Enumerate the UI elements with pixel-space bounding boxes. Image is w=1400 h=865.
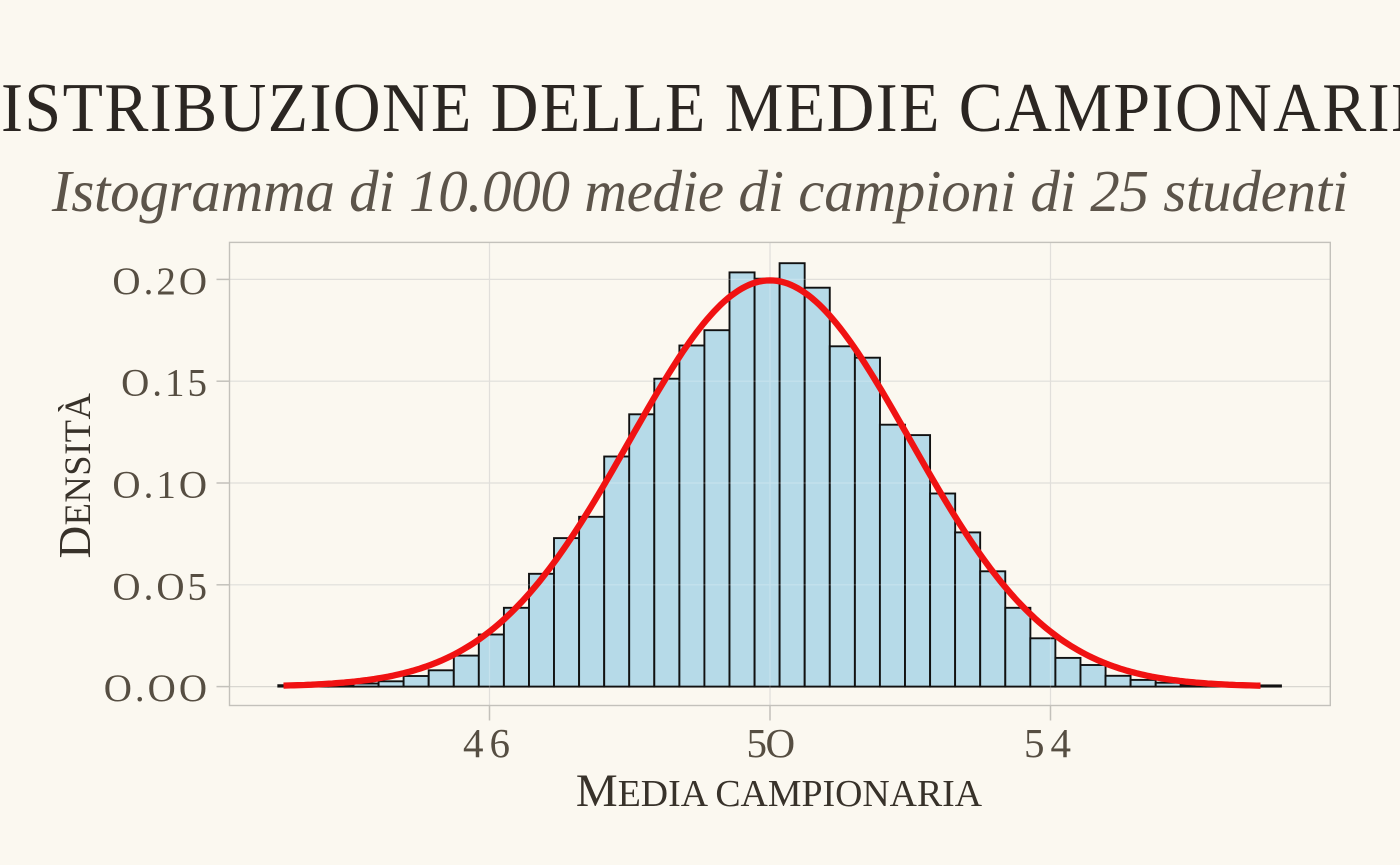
svg-text:O.1O: O.1O [112, 464, 210, 507]
svg-text:5O: 5O [746, 720, 793, 766]
svg-text:46: 46 [463, 720, 516, 766]
svg-text:O.15: O.15 [121, 362, 210, 405]
svg-text:DISTRIBUZIONE DELLE MEDIE CAMP: DISTRIBUZIONE DELLE MEDIE CAMPIONARIE [0, 69, 1400, 146]
svg-text:54: 54 [1024, 720, 1077, 766]
svg-text:Istogramma di 10.000 medie di: Istogramma di 10.000 medie di campioni d… [51, 158, 1348, 224]
svg-text:O.O5: O.O5 [112, 565, 210, 608]
svg-text:MEDIA CAMPIONARIA: MEDIA CAMPIONARIA [576, 765, 983, 817]
svg-text:DENSITÀ: DENSITÀ [50, 392, 100, 558]
svg-text:O.2O: O.2O [112, 260, 210, 303]
svg-text:O.OO: O.OO [104, 667, 210, 710]
